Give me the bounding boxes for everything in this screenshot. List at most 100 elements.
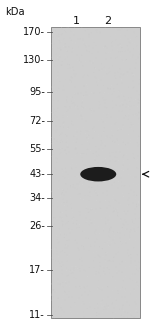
Point [118, 96, 121, 101]
Point [56, 252, 58, 257]
Point [120, 54, 122, 59]
Point [65, 52, 67, 57]
Point [83, 151, 85, 156]
Point [55, 130, 57, 135]
Point [134, 238, 137, 243]
Point [52, 171, 54, 176]
Point [72, 122, 74, 128]
Point [135, 266, 138, 272]
Point [99, 177, 102, 182]
Point [60, 47, 62, 52]
Point [97, 160, 99, 165]
Point [104, 257, 106, 262]
Point [75, 274, 78, 279]
Point [86, 274, 88, 279]
Point [101, 264, 104, 269]
Point [62, 115, 64, 120]
Point [123, 223, 125, 228]
Point [121, 306, 123, 311]
Point [138, 202, 140, 207]
Point [117, 30, 120, 36]
Point [56, 198, 59, 203]
Point [94, 35, 96, 40]
Point [65, 140, 68, 145]
Point [79, 192, 81, 197]
Point [62, 292, 64, 297]
Point [81, 263, 83, 268]
Point [97, 269, 100, 275]
Point [59, 281, 62, 287]
Point [129, 262, 131, 267]
Point [98, 224, 100, 229]
Point [127, 251, 129, 256]
Point [69, 227, 71, 233]
Point [130, 187, 132, 193]
Point [122, 209, 125, 214]
Point [52, 299, 55, 304]
Point [122, 140, 124, 145]
Point [100, 303, 103, 308]
Point [95, 271, 97, 276]
Point [95, 280, 97, 286]
Point [76, 129, 78, 134]
Point [66, 49, 69, 54]
Point [101, 212, 103, 217]
Point [75, 162, 77, 167]
Bar [51, 27, 140, 318]
Point [79, 196, 82, 201]
Point [104, 100, 106, 106]
Point [138, 100, 140, 105]
Point [59, 264, 61, 269]
Point [96, 287, 99, 292]
Point [111, 105, 114, 110]
Point [105, 97, 108, 102]
Point [56, 235, 58, 241]
Point [105, 264, 108, 269]
Point [122, 162, 124, 168]
Point [66, 133, 68, 139]
Point [71, 161, 74, 166]
Point [81, 151, 83, 156]
Point [106, 134, 108, 139]
Point [136, 43, 138, 48]
Point [90, 305, 92, 310]
Point [116, 206, 118, 211]
Point [111, 257, 114, 263]
Point [98, 153, 100, 158]
Point [87, 84, 89, 89]
Point [55, 250, 58, 255]
Point [56, 55, 59, 60]
Point [121, 100, 123, 105]
Point [138, 116, 140, 121]
Point [85, 47, 88, 52]
Point [131, 295, 134, 300]
Point [123, 288, 125, 293]
Point [101, 304, 104, 309]
Point [62, 219, 64, 224]
Point [56, 76, 58, 81]
Point [75, 264, 77, 269]
Point [76, 151, 78, 156]
Point [76, 89, 78, 94]
Point [103, 216, 106, 222]
Point [74, 31, 76, 36]
Point [127, 40, 129, 45]
Point [64, 283, 66, 288]
Point [91, 193, 93, 198]
Point [67, 66, 69, 71]
Point [62, 40, 64, 45]
Point [84, 164, 86, 169]
Point [69, 194, 72, 200]
Point [112, 209, 114, 214]
Point [104, 143, 106, 149]
Point [138, 142, 140, 147]
Point [123, 124, 125, 129]
Point [102, 170, 105, 175]
Point [57, 73, 60, 78]
Point [114, 167, 116, 172]
Point [114, 285, 116, 290]
Point [128, 44, 130, 49]
Point [116, 95, 119, 100]
Point [81, 307, 83, 312]
Point [52, 203, 54, 209]
